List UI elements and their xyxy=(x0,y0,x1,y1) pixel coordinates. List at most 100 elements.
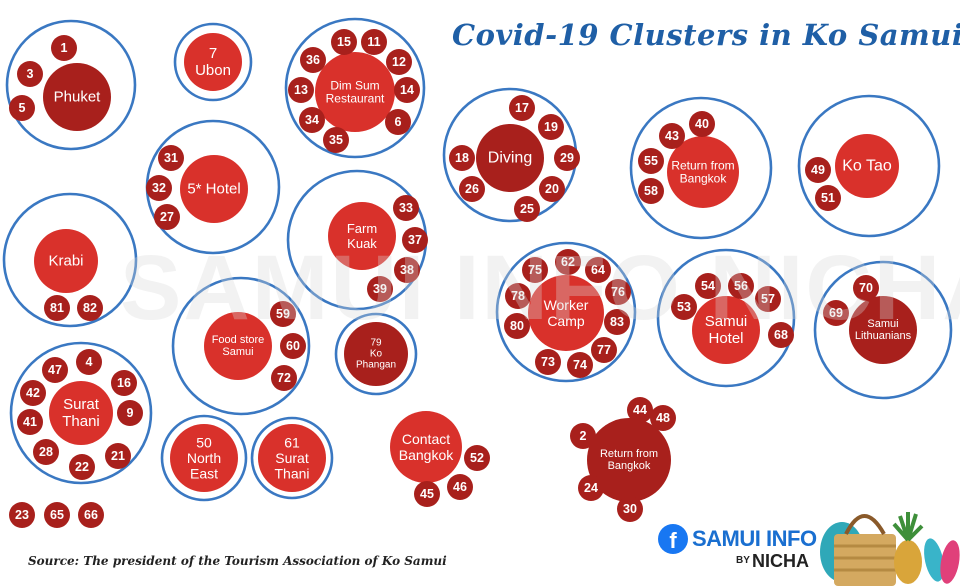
case-number: 36 xyxy=(306,53,320,67)
cluster-main-circle xyxy=(476,124,544,192)
case-number: 22 xyxy=(75,460,89,474)
case-circle xyxy=(555,249,581,275)
case-number: 82 xyxy=(83,301,97,315)
cluster-main-circle xyxy=(587,418,671,502)
case-circle xyxy=(449,145,475,171)
case-number: 62 xyxy=(561,255,575,269)
cluster-main-circle xyxy=(849,296,917,364)
case-circle xyxy=(650,405,676,431)
case-circle xyxy=(554,145,580,171)
cluster-phuket: Phuket 1 3 5 xyxy=(5,19,137,151)
case-number: 64 xyxy=(591,263,605,277)
cluster-label: Dim Sum xyxy=(330,78,379,92)
page-title: Covid-19 Clusters in Ko Samui xyxy=(452,18,960,52)
case-circle xyxy=(538,114,564,140)
case-circle xyxy=(522,257,548,283)
case-number: 4 xyxy=(86,355,93,369)
cluster-ko-tao: Ko Tao 49 51 xyxy=(797,94,941,238)
cluster-diving: Diving 17 19 29 20 25 26 18 xyxy=(442,87,580,223)
case-circle xyxy=(288,77,314,103)
cluster-label: Ko Tao xyxy=(842,158,892,175)
cluster-label: Ko xyxy=(370,349,383,360)
case-circle xyxy=(402,227,428,253)
case-number: 47 xyxy=(48,363,62,377)
case-number: 68 xyxy=(774,328,788,342)
case-number: 78 xyxy=(511,289,525,303)
case-circle xyxy=(9,502,35,528)
case-number: 45 xyxy=(420,487,434,501)
case-circle xyxy=(17,61,43,87)
case-circle xyxy=(414,481,440,507)
case-circle xyxy=(158,145,184,171)
case-circle xyxy=(394,77,420,103)
cluster-main-circle xyxy=(315,52,395,132)
case-number: 26 xyxy=(465,182,479,196)
cluster-label: Restaurant xyxy=(326,92,385,106)
case-circle xyxy=(51,35,77,61)
case-circle xyxy=(509,95,535,121)
case-circle xyxy=(300,47,326,73)
case-number: 81 xyxy=(50,301,64,315)
case-circle xyxy=(323,127,349,153)
case-number: 17 xyxy=(515,101,529,115)
cluster-main-circle xyxy=(49,381,113,445)
case-number: 23 xyxy=(15,508,29,522)
case-circle xyxy=(271,365,297,391)
case-circle xyxy=(386,49,412,75)
cluster-label: Worker xyxy=(544,297,589,313)
case-number: 3 xyxy=(27,67,34,81)
case-number: 43 xyxy=(665,129,679,143)
case-number: 9 xyxy=(127,406,134,420)
brand-by: BY xyxy=(736,555,750,566)
case-number: 2 xyxy=(580,429,587,443)
case-circle xyxy=(44,502,70,528)
case-circle xyxy=(20,380,46,406)
case-number: 60 xyxy=(286,339,300,353)
case-number: 11 xyxy=(367,35,380,49)
cluster-label: Bangkok xyxy=(680,172,728,186)
case-circle xyxy=(815,185,841,211)
cluster-main-circle xyxy=(184,33,242,91)
cluster-label: 61 xyxy=(284,434,300,450)
case-number: 28 xyxy=(39,445,53,459)
case-number: 14 xyxy=(400,83,414,97)
cluster-main-circle xyxy=(344,322,408,386)
cluster-individual: 23 65 66 xyxy=(9,502,104,528)
brand-logo[interactable]: f SAMUI INFO BY NICHA xyxy=(658,522,818,578)
case-circle xyxy=(111,370,137,396)
case-number: 65 xyxy=(50,508,64,522)
cluster-label: Surat xyxy=(63,396,100,413)
cluster-label: Return from xyxy=(600,448,658,460)
cluster-krabi: Krabi 81 82 xyxy=(2,192,138,328)
case-circle xyxy=(605,279,631,305)
case-number: 39 xyxy=(373,282,387,296)
case-number: 72 xyxy=(277,371,291,385)
case-circle xyxy=(69,454,95,480)
case-circle xyxy=(659,123,685,149)
case-circle xyxy=(331,29,357,55)
cluster-main-circle xyxy=(390,411,462,483)
brand-sub: NICHA xyxy=(752,551,809,571)
cluster-label: Krabi xyxy=(48,253,83,270)
case-circle xyxy=(755,286,781,312)
case-number: 69 xyxy=(829,306,843,320)
brand-name: SAMUI INFO xyxy=(692,526,817,551)
case-number: 52 xyxy=(470,451,484,465)
case-number: 1 xyxy=(61,41,68,55)
cluster-label: Phangan xyxy=(356,360,396,371)
case-circle xyxy=(853,275,879,301)
case-number: 46 xyxy=(453,480,467,494)
case-circle xyxy=(604,309,630,335)
case-circle xyxy=(367,276,393,302)
case-number: 41 xyxy=(23,415,37,429)
case-number: 32 xyxy=(152,181,166,195)
case-number: 56 xyxy=(734,279,748,293)
facebook-icon[interactable]: f xyxy=(658,524,688,554)
